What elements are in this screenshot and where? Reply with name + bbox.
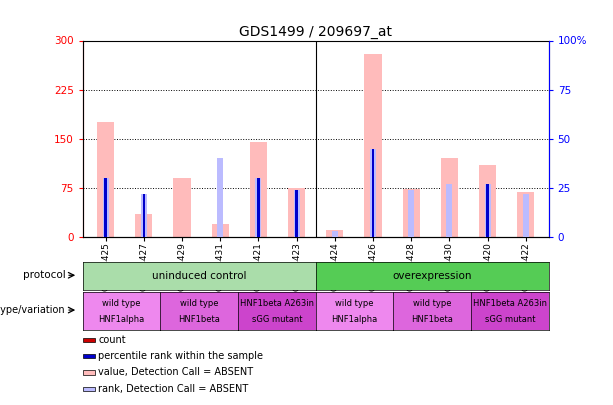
Bar xyxy=(517,192,535,237)
Text: HNF1beta: HNF1beta xyxy=(411,315,453,324)
Text: rank, Detection Call = ABSENT: rank, Detection Call = ABSENT xyxy=(99,384,249,394)
Bar xyxy=(441,158,458,237)
Bar xyxy=(403,189,420,237)
Text: HNF1alpha: HNF1alpha xyxy=(99,315,145,324)
Bar xyxy=(83,338,95,342)
Bar xyxy=(173,178,191,237)
Bar xyxy=(102,178,109,237)
Bar xyxy=(135,214,153,237)
Bar xyxy=(256,178,261,237)
Bar xyxy=(257,178,260,237)
Bar xyxy=(83,370,95,375)
Bar xyxy=(523,194,529,237)
Bar xyxy=(370,149,376,237)
Bar xyxy=(326,230,343,237)
Text: value, Detection Call = ABSENT: value, Detection Call = ABSENT xyxy=(99,367,254,377)
Text: overexpression: overexpression xyxy=(392,271,472,281)
Bar xyxy=(479,165,496,237)
Bar xyxy=(294,190,300,237)
Bar xyxy=(288,188,305,237)
Text: count: count xyxy=(99,335,126,345)
Text: uninduced control: uninduced control xyxy=(152,271,246,281)
Text: genotype/variation: genotype/variation xyxy=(0,305,66,315)
Bar xyxy=(250,142,267,237)
Text: wild type: wild type xyxy=(413,298,451,308)
Text: HNF1beta: HNF1beta xyxy=(178,315,220,324)
Text: HNF1beta A263in: HNF1beta A263in xyxy=(240,298,314,308)
Text: sGG mutant: sGG mutant xyxy=(251,315,302,324)
Bar xyxy=(408,190,414,237)
Bar xyxy=(295,190,298,237)
Bar xyxy=(104,178,107,237)
Text: percentile rank within the sample: percentile rank within the sample xyxy=(99,351,264,361)
Text: wild type: wild type xyxy=(335,298,374,308)
Text: wild type: wild type xyxy=(102,298,141,308)
Title: GDS1499 / 209697_at: GDS1499 / 209697_at xyxy=(239,26,392,39)
Bar xyxy=(371,149,375,237)
Bar xyxy=(83,354,95,358)
Bar xyxy=(486,184,489,237)
Bar xyxy=(142,194,145,237)
Text: HNF1alpha: HNF1alpha xyxy=(332,315,378,324)
Bar xyxy=(332,231,338,237)
Bar xyxy=(446,184,452,237)
Text: wild type: wild type xyxy=(180,298,218,308)
Text: HNF1beta A263in: HNF1beta A263in xyxy=(473,298,547,308)
Bar xyxy=(141,194,147,237)
Bar xyxy=(364,53,381,237)
Text: protocol: protocol xyxy=(23,270,66,280)
Bar xyxy=(484,184,490,237)
Bar xyxy=(97,122,114,237)
Bar xyxy=(211,224,229,237)
Bar xyxy=(217,158,223,237)
Bar xyxy=(83,387,95,391)
Text: sGG mutant: sGG mutant xyxy=(484,315,535,324)
